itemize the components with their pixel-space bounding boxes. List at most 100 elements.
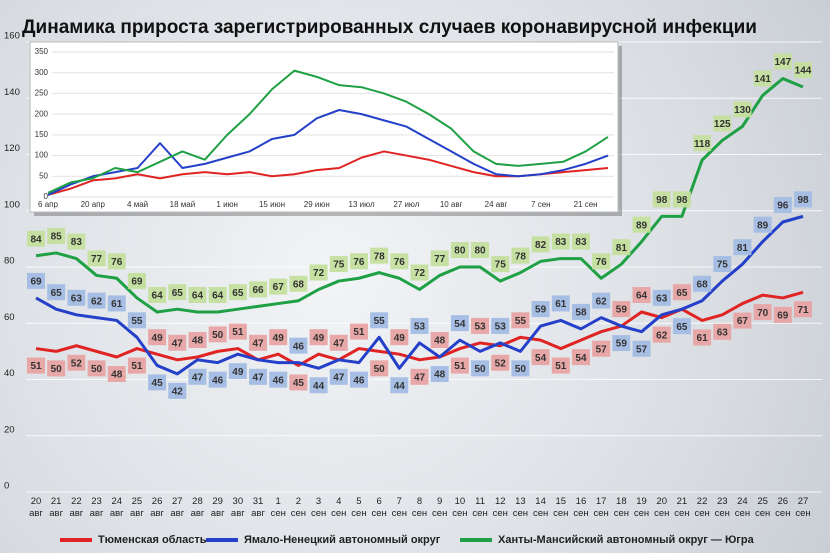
value-label-box	[773, 197, 792, 213]
value-label: 66	[252, 285, 264, 296]
y-tick-label: 250	[35, 89, 49, 98]
value-label-box	[471, 360, 490, 377]
x-tick-label: 24 авг	[485, 200, 508, 209]
value-label-box	[733, 101, 752, 118]
y-tick-label: 200	[35, 109, 49, 118]
value-label-box	[148, 329, 167, 346]
x-tick-label: 27 авг	[170, 496, 185, 519]
y-tick-label: 150	[35, 130, 49, 139]
value-label: 141	[754, 74, 771, 85]
value-label: 75	[495, 260, 507, 271]
value-label: 49	[273, 333, 285, 344]
value-label-box	[228, 323, 247, 340]
value-label-box	[309, 377, 328, 394]
value-label: 53	[414, 322, 426, 333]
value-label: 83	[71, 237, 83, 248]
series-line	[35, 77, 804, 314]
value-label: 63	[656, 293, 668, 304]
x-tick-label: 20 авг	[29, 496, 43, 519]
value-label: 46	[293, 341, 305, 352]
x-tick-label: 15 июн	[259, 200, 285, 209]
value-label-box	[390, 329, 409, 346]
value-label: 55	[131, 316, 143, 327]
value-label-box	[471, 317, 490, 334]
value-label: 68	[293, 279, 305, 290]
value-label-box	[289, 275, 308, 292]
value-label: 52	[71, 358, 83, 369]
series-line	[47, 109, 609, 196]
value-label: 61	[555, 299, 567, 310]
x-tick-label: 14 сен	[532, 496, 549, 519]
value-label-box	[370, 312, 389, 329]
value-label: 96	[777, 201, 789, 212]
value-label: 65	[676, 322, 688, 333]
value-label-box	[228, 284, 247, 301]
value-label: 76	[394, 257, 406, 268]
x-tick-label: 24 сен	[734, 496, 751, 519]
y-tick-label: 0	[44, 192, 49, 201]
value-label-box	[551, 295, 570, 312]
x-tick-label: 27 сен	[795, 496, 811, 519]
value-label-box	[148, 374, 167, 391]
value-label-box	[471, 242, 490, 258]
value-label: 144	[795, 66, 812, 77]
value-label-box	[773, 306, 792, 323]
x-tick-label: 27 июл	[393, 200, 419, 209]
value-label: 47	[333, 372, 345, 383]
value-label-box	[713, 323, 732, 340]
x-tick-label: 26 сен	[775, 496, 791, 519]
value-label-box	[430, 366, 449, 382]
value-label-box	[693, 329, 712, 346]
x-tick-label: 9 сен	[432, 496, 448, 519]
x-tick-label: 13 июл	[349, 200, 375, 209]
x-tick-label: 29 июн	[304, 200, 330, 209]
x-tick-label: 8 сен	[411, 496, 428, 519]
value-label: 45	[152, 378, 164, 389]
x-tick-label: 22 авг	[69, 496, 84, 519]
value-label: 81	[616, 243, 628, 254]
value-label: 67	[737, 316, 749, 327]
value-label-box	[67, 233, 86, 250]
value-label: 54	[454, 319, 466, 330]
value-label-box	[390, 377, 409, 394]
value-label-box	[329, 256, 348, 273]
value-label-box	[531, 349, 550, 366]
x-tick-label: 1 сен	[270, 496, 286, 519]
value-label-box	[430, 332, 449, 348]
value-label: 48	[111, 370, 123, 381]
value-label-box	[87, 292, 106, 309]
x-tick-label: 20 апр	[81, 200, 106, 209]
value-label: 72	[313, 268, 325, 279]
value-label-box	[127, 272, 146, 289]
x-tick-label: 4 май	[127, 200, 148, 209]
x-tick-label: 24 авг	[109, 496, 124, 519]
x-tick-label: 22 сен	[694, 496, 710, 519]
value-label: 80	[454, 246, 466, 257]
value-label-box	[693, 135, 712, 152]
value-label: 63	[717, 327, 729, 338]
value-label: 42	[172, 387, 184, 398]
value-label: 78	[374, 251, 386, 262]
x-tick-label: 18 сен	[613, 496, 629, 519]
value-label: 61	[697, 333, 709, 344]
value-label: 77	[91, 254, 103, 265]
series-line	[35, 214, 804, 376]
value-label: 64	[212, 291, 224, 302]
value-label-box	[693, 275, 712, 292]
x-tick-label: 7 сен	[531, 200, 551, 209]
value-label: 125	[714, 119, 731, 130]
value-label: 65	[232, 288, 244, 299]
value-label: 47	[172, 338, 184, 349]
value-label-box	[753, 216, 772, 233]
value-label: 76	[353, 257, 365, 268]
x-tick-label: 21 сен	[674, 496, 690, 519]
value-label-box	[652, 289, 671, 306]
x-tick-label: 28 авг	[190, 496, 205, 519]
value-label-box	[87, 360, 106, 377]
value-label-box	[713, 115, 732, 132]
value-label: 118	[694, 139, 711, 150]
legend-label: Тюменская область	[98, 534, 207, 546]
value-label-box	[410, 264, 429, 281]
value-label: 77	[434, 254, 446, 265]
